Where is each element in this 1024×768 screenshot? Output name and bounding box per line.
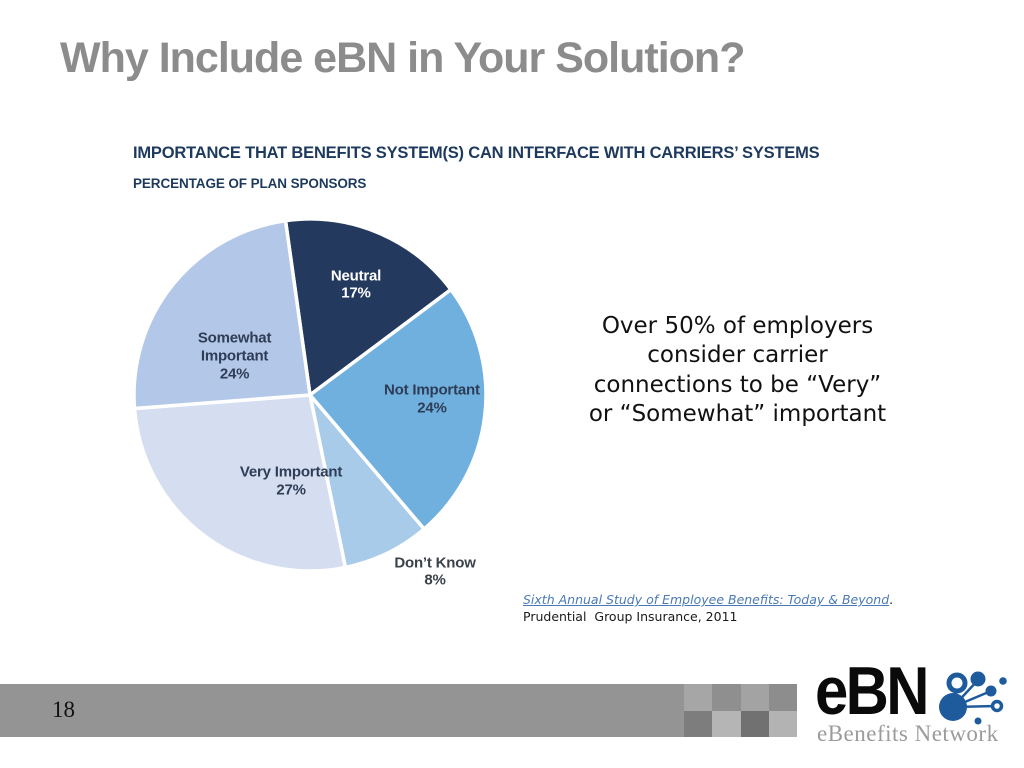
checker-cell xyxy=(740,710,769,737)
checker-cell xyxy=(684,710,713,737)
pie-chart-area: Neutral 17% Not Important 24% Don’t Know 8% Ve… xyxy=(130,215,490,589)
checker-cell xyxy=(740,684,769,711)
citation-period: . xyxy=(889,592,894,607)
footer-bar xyxy=(0,684,797,737)
citation-title-line: Sixth Annual Study of Employee Benefits:… xyxy=(523,592,893,607)
network-molecule-icon xyxy=(939,671,1007,725)
citation-source: Prudential Group Insurance, 2011 xyxy=(523,609,738,624)
ebn-logo: eBN eBenefits Network xyxy=(815,657,1023,756)
citation: Sixth Annual Study of Employee Benefits:… xyxy=(523,592,893,624)
pie-chart xyxy=(132,217,488,573)
checker-cell xyxy=(768,684,797,711)
chart-subtitle: PERCENTAGE OF PLAN SPONSORS xyxy=(133,176,367,191)
checker-cell xyxy=(768,710,797,737)
checker-cell xyxy=(712,710,741,737)
checker-pattern xyxy=(684,684,797,737)
page-number: 18 xyxy=(52,697,75,722)
pie-slice-neutral xyxy=(283,217,453,397)
pie-slice-somewhat-important xyxy=(132,218,312,411)
pie-slice-not-important xyxy=(308,287,488,531)
logo-subtext: eBenefits Network xyxy=(817,721,999,746)
insight-text: Over 50% of employers consider carrier c… xyxy=(588,313,887,428)
citation-link[interactable]: Sixth Annual Study of Employee Benefits:… xyxy=(523,592,890,607)
checker-cell xyxy=(712,684,741,711)
logo-wordmark: eBN xyxy=(815,653,929,729)
pie-slice-very-important xyxy=(132,393,348,573)
slide-title: Why Include eBN in Your Solution? xyxy=(60,34,745,82)
chart-title: IMPORTANCE THAT BENEFITS SYSTEM(S) CAN I… xyxy=(133,144,820,162)
checker-cell xyxy=(684,684,713,711)
